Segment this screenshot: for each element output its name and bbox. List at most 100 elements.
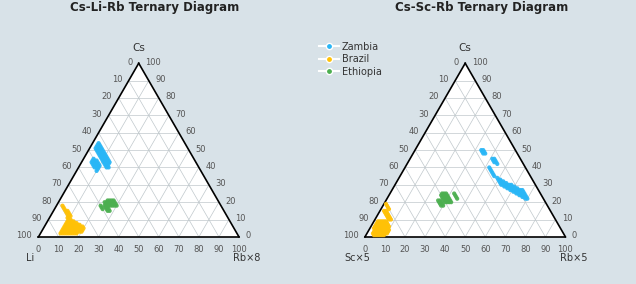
Point: [450, 193, 460, 197]
Point: [372, 224, 382, 229]
Point: [64, 210, 74, 215]
Point: [95, 203, 106, 208]
Point: [71, 221, 81, 225]
Point: [92, 144, 102, 149]
Point: [104, 203, 114, 208]
Text: 90: 90: [358, 214, 368, 223]
Point: [504, 183, 515, 187]
Point: [451, 195, 461, 199]
Text: 50: 50: [522, 145, 532, 154]
Text: 50: 50: [398, 145, 409, 154]
Point: [69, 219, 79, 224]
Text: Cs-Sc-Rb Ternary Diagram: Cs-Sc-Rb Ternary Diagram: [394, 1, 568, 14]
Point: [485, 167, 495, 172]
Point: [59, 224, 69, 229]
Point: [445, 198, 455, 203]
Text: 70: 70: [174, 245, 184, 254]
Point: [383, 216, 393, 220]
Point: [100, 205, 111, 210]
Point: [74, 222, 85, 227]
Point: [437, 191, 447, 196]
Point: [375, 219, 385, 224]
Point: [102, 158, 112, 163]
Text: Rb×8: Rb×8: [233, 253, 261, 263]
Point: [378, 221, 388, 225]
Text: 20: 20: [102, 93, 112, 101]
Point: [100, 160, 111, 164]
Point: [100, 155, 110, 159]
Point: [452, 197, 462, 201]
Point: [376, 228, 386, 232]
Point: [64, 228, 74, 232]
Point: [437, 202, 447, 206]
Point: [478, 148, 488, 152]
Point: [97, 146, 107, 151]
Point: [97, 205, 107, 210]
Point: [74, 229, 85, 234]
Point: [478, 151, 488, 156]
Point: [71, 226, 81, 231]
Point: [381, 202, 391, 206]
Point: [443, 198, 453, 203]
Text: 70: 70: [378, 179, 389, 188]
Point: [93, 144, 104, 149]
Point: [488, 172, 499, 177]
Point: [444, 197, 454, 201]
Point: [506, 186, 516, 191]
Point: [102, 207, 112, 211]
Point: [502, 186, 513, 191]
Point: [76, 228, 86, 232]
Point: [99, 156, 109, 161]
Point: [508, 189, 518, 194]
Point: [59, 228, 69, 232]
Point: [376, 221, 386, 225]
Text: 20: 20: [225, 197, 236, 206]
Point: [386, 217, 396, 222]
Text: 50: 50: [134, 245, 144, 254]
Text: 10: 10: [438, 75, 449, 84]
Point: [66, 224, 76, 229]
Point: [379, 208, 389, 213]
Point: [369, 226, 379, 231]
Point: [373, 222, 383, 227]
Point: [383, 222, 393, 227]
Point: [382, 203, 392, 208]
Point: [374, 228, 384, 232]
Polygon shape: [38, 63, 239, 237]
Point: [64, 212, 74, 217]
Point: [372, 221, 382, 225]
Point: [76, 224, 86, 229]
Point: [519, 191, 529, 196]
Point: [104, 200, 114, 204]
Point: [371, 229, 381, 234]
Point: [502, 183, 513, 187]
Point: [78, 228, 88, 232]
Point: [62, 219, 73, 224]
Point: [62, 222, 73, 227]
Point: [476, 148, 487, 152]
Text: Cs: Cs: [132, 43, 145, 53]
Point: [370, 228, 380, 232]
Point: [381, 212, 391, 217]
Point: [92, 164, 102, 168]
Point: [100, 158, 110, 163]
Point: [102, 202, 113, 206]
Point: [69, 228, 80, 232]
Point: [374, 221, 384, 225]
Point: [71, 228, 81, 232]
Point: [66, 228, 76, 232]
Point: [440, 200, 450, 204]
Point: [109, 198, 119, 203]
Text: 50: 50: [460, 245, 471, 254]
Point: [487, 170, 497, 175]
Point: [109, 202, 119, 206]
Text: 10: 10: [235, 214, 246, 223]
Point: [100, 200, 110, 204]
Point: [439, 191, 449, 196]
Point: [104, 207, 114, 211]
Point: [435, 202, 445, 206]
Point: [435, 198, 445, 203]
Point: [90, 162, 100, 166]
Point: [64, 224, 74, 229]
Point: [484, 165, 494, 170]
